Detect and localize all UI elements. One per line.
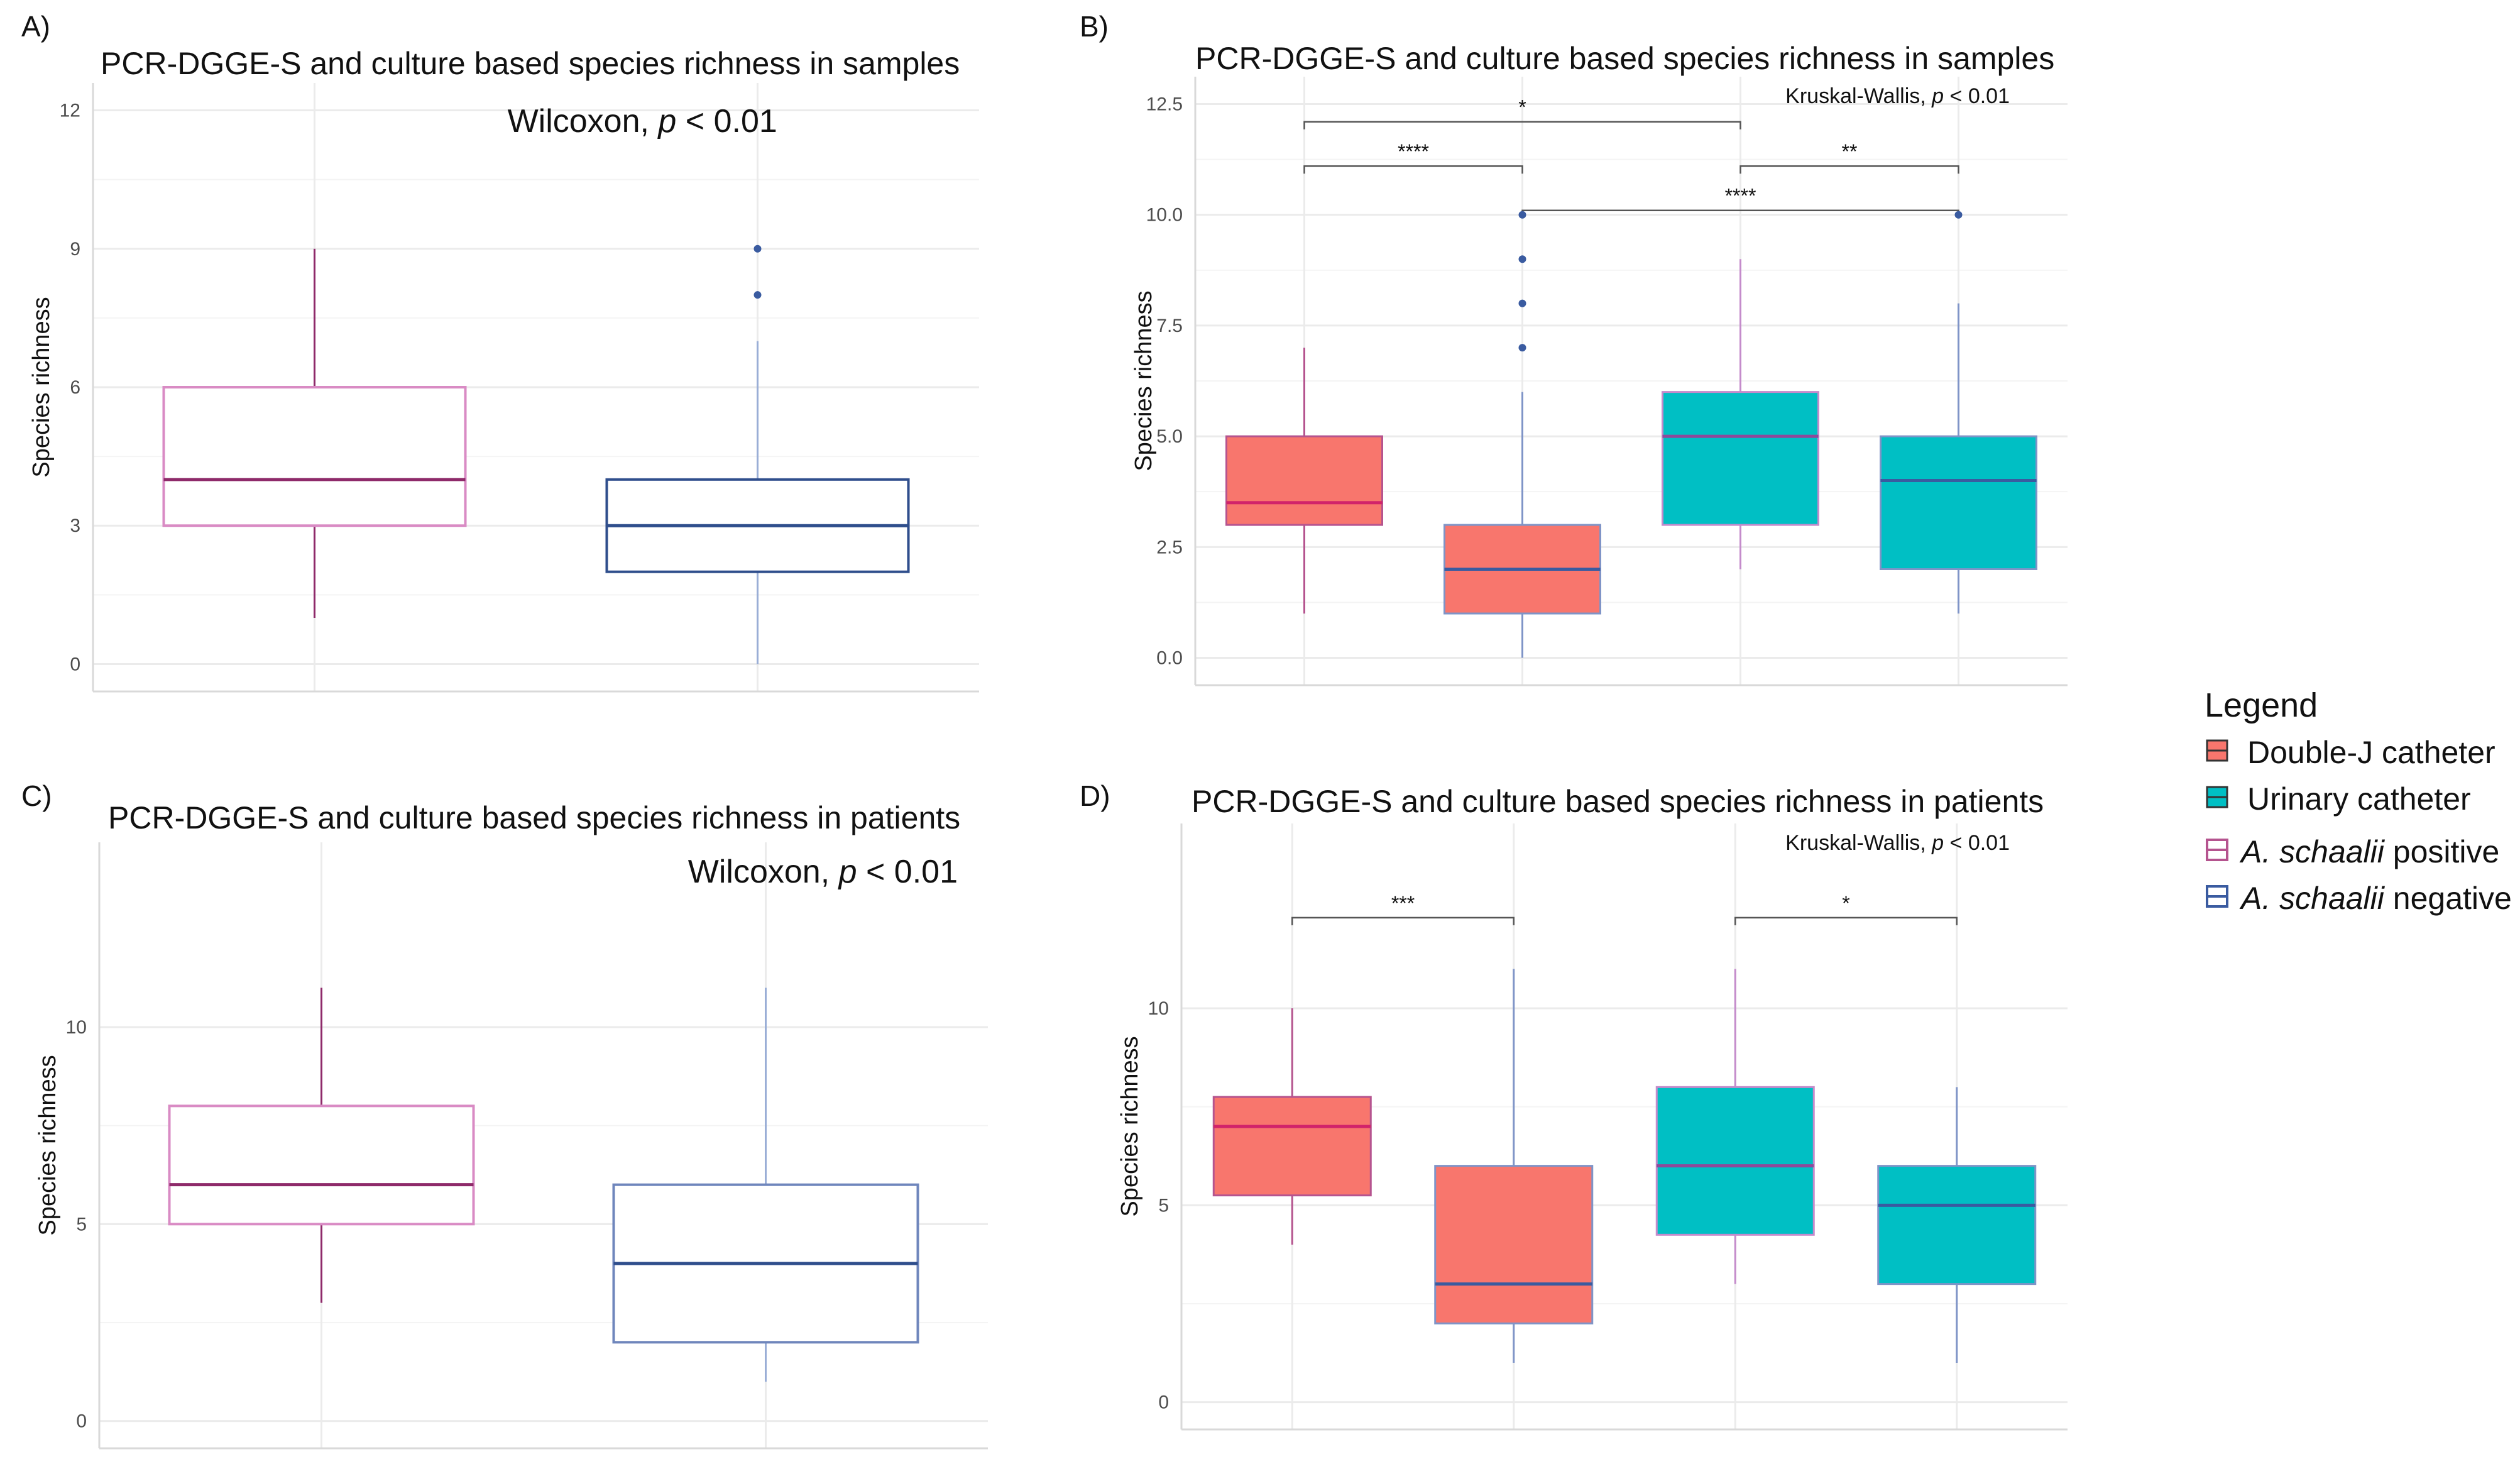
stat-annotation: Wilcoxon, p < 0.01	[688, 854, 958, 890]
y-axis-title: Species richness	[28, 297, 55, 477]
stat-annotation: Kruskal-Wallis, p < 0.01	[1785, 84, 2010, 108]
chart-title: PCR-DGGE-S and culture based species ric…	[108, 800, 960, 835]
significance-bracket: ****	[1303, 140, 1523, 174]
panel-label: C)	[21, 779, 52, 812]
legend-title: Legend	[2205, 686, 2318, 724]
bracket-label: *	[1518, 96, 1526, 119]
legend-label-positive: A. schaalii positive	[2239, 834, 2499, 869]
y-tick-label: 0	[76, 1411, 87, 1432]
y-tick-label: 10	[66, 1017, 87, 1038]
y-tick-label: 2.5	[1156, 537, 1183, 558]
bracket-line	[1303, 121, 1741, 129]
panel-c: C) PCR-DGGE-S and culture based species r…	[21, 779, 988, 1450]
significance-bracket: ***	[1291, 892, 1515, 925]
box-body	[1662, 391, 1819, 526]
box-body	[168, 1104, 475, 1226]
legend: Legend Double-J catheter Urinary cathete…	[2205, 686, 2512, 916]
box-body	[1880, 435, 2037, 570]
stat-annotation: Kruskal-Wallis, p < 0.01	[1785, 831, 2010, 855]
y-tick-label: 10.0	[1146, 205, 1183, 226]
box-4	[1880, 211, 2037, 614]
box-1	[1212, 1008, 1372, 1245]
panel-b: B) PCR-DGGE-S and culture based species r…	[1080, 10, 2068, 686]
outlier-point	[1518, 255, 1526, 263]
bracket-label: ****	[1398, 140, 1429, 163]
stat-annotation: Wilcoxon, p < 0.01	[508, 103, 777, 140]
legend-label-double-j: Double-J catheter	[2247, 735, 2495, 770]
box-1	[1225, 348, 1383, 614]
significance-bracket: *	[1734, 892, 1958, 925]
outlier-point	[1954, 211, 1963, 219]
y-tick-label: 12.5	[1146, 94, 1183, 115]
box-body	[1877, 1165, 2037, 1286]
y-tick-label: 6	[70, 377, 80, 398]
y-tick-label: 10	[1148, 998, 1169, 1019]
panel-d: D) PCR-DGGE-S and culture based species r…	[1080, 779, 2068, 1431]
bracket-line	[1303, 165, 1523, 174]
bracket-label: **	[1842, 140, 1858, 163]
panel-label: D)	[1080, 779, 1110, 812]
box-body	[1225, 435, 1383, 526]
box-1	[162, 248, 467, 619]
outlier-point	[1518, 299, 1526, 307]
y-tick-label: 5.0	[1156, 426, 1183, 447]
y-tick-label: 0	[70, 654, 80, 674]
chart-title: PCR-DGGE-S and culture based species ric…	[1195, 41, 2054, 76]
box-3	[1662, 259, 1819, 570]
legend-item-positive: A. schaalii positive	[2206, 834, 2499, 869]
bracket-label: ***	[1391, 892, 1415, 915]
y-tick-label: 5	[1158, 1195, 1169, 1216]
y-axis-title: Species richness	[1131, 290, 1157, 471]
outlier-point	[753, 291, 762, 299]
y-tick-label: 7.5	[1156, 316, 1183, 336]
legend-item-negative: A. schaalii negative	[2206, 881, 2512, 916]
box-body	[162, 386, 467, 527]
box-2	[612, 988, 919, 1382]
bracket-label: *	[1842, 892, 1849, 915]
y-tick-label: 5	[76, 1214, 87, 1235]
legend-item-double-j: Double-J catheter	[2206, 735, 2495, 770]
significance-bracket: **	[1739, 140, 1959, 174]
chart-title: PCR-DGGE-S and culture based species ric…	[1192, 784, 2044, 819]
outlier-point	[753, 245, 762, 253]
bracket-label: ****	[1725, 185, 1756, 207]
box-4	[1877, 1087, 2037, 1363]
box-2	[1434, 969, 1594, 1363]
bracket-line	[1734, 917, 1958, 925]
y-axis-title: Species richness	[35, 1055, 61, 1235]
y-tick-label: 12	[60, 101, 80, 121]
chart-title: PCR-DGGE-S and culture based species ric…	[101, 46, 960, 81]
panel-a: A) PCR-DGGE-S and culture based species r…	[21, 10, 979, 693]
legend-label-negative: A. schaalii negative	[2239, 881, 2512, 916]
outlier-point	[1518, 211, 1526, 219]
box-2	[1444, 211, 1601, 658]
box-body	[1655, 1086, 1815, 1236]
bracket-line	[1739, 165, 1959, 174]
box-2	[605, 245, 910, 664]
y-tick-label: 0	[1158, 1392, 1169, 1413]
y-tick-label: 9	[70, 239, 80, 260]
bracket-line	[1291, 917, 1515, 925]
box-body	[1212, 1096, 1372, 1197]
y-tick-label: 0.0	[1156, 647, 1183, 668]
box-1	[168, 988, 475, 1303]
outlier-point	[1518, 344, 1526, 352]
panel-label: A)	[21, 10, 50, 43]
box-3	[1655, 969, 1815, 1284]
panel-label: B)	[1080, 10, 1109, 43]
y-axis-title: Species richness	[1117, 1036, 1143, 1216]
legend-item-urinary: Urinary catheter	[2206, 781, 2471, 817]
y-tick-label: 3	[70, 515, 80, 536]
significance-bracket: *	[1303, 96, 1741, 129]
box-body	[1434, 1165, 1594, 1324]
legend-label-urinary: Urinary catheter	[2247, 781, 2471, 817]
